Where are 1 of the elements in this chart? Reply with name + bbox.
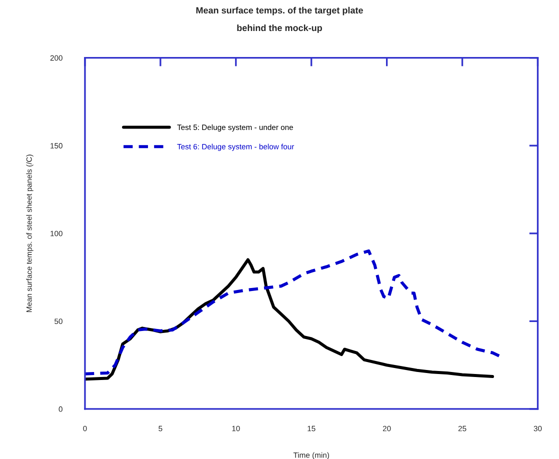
chart-title: Mean surface temps. of the target plate behind the mock-up xyxy=(196,6,363,33)
